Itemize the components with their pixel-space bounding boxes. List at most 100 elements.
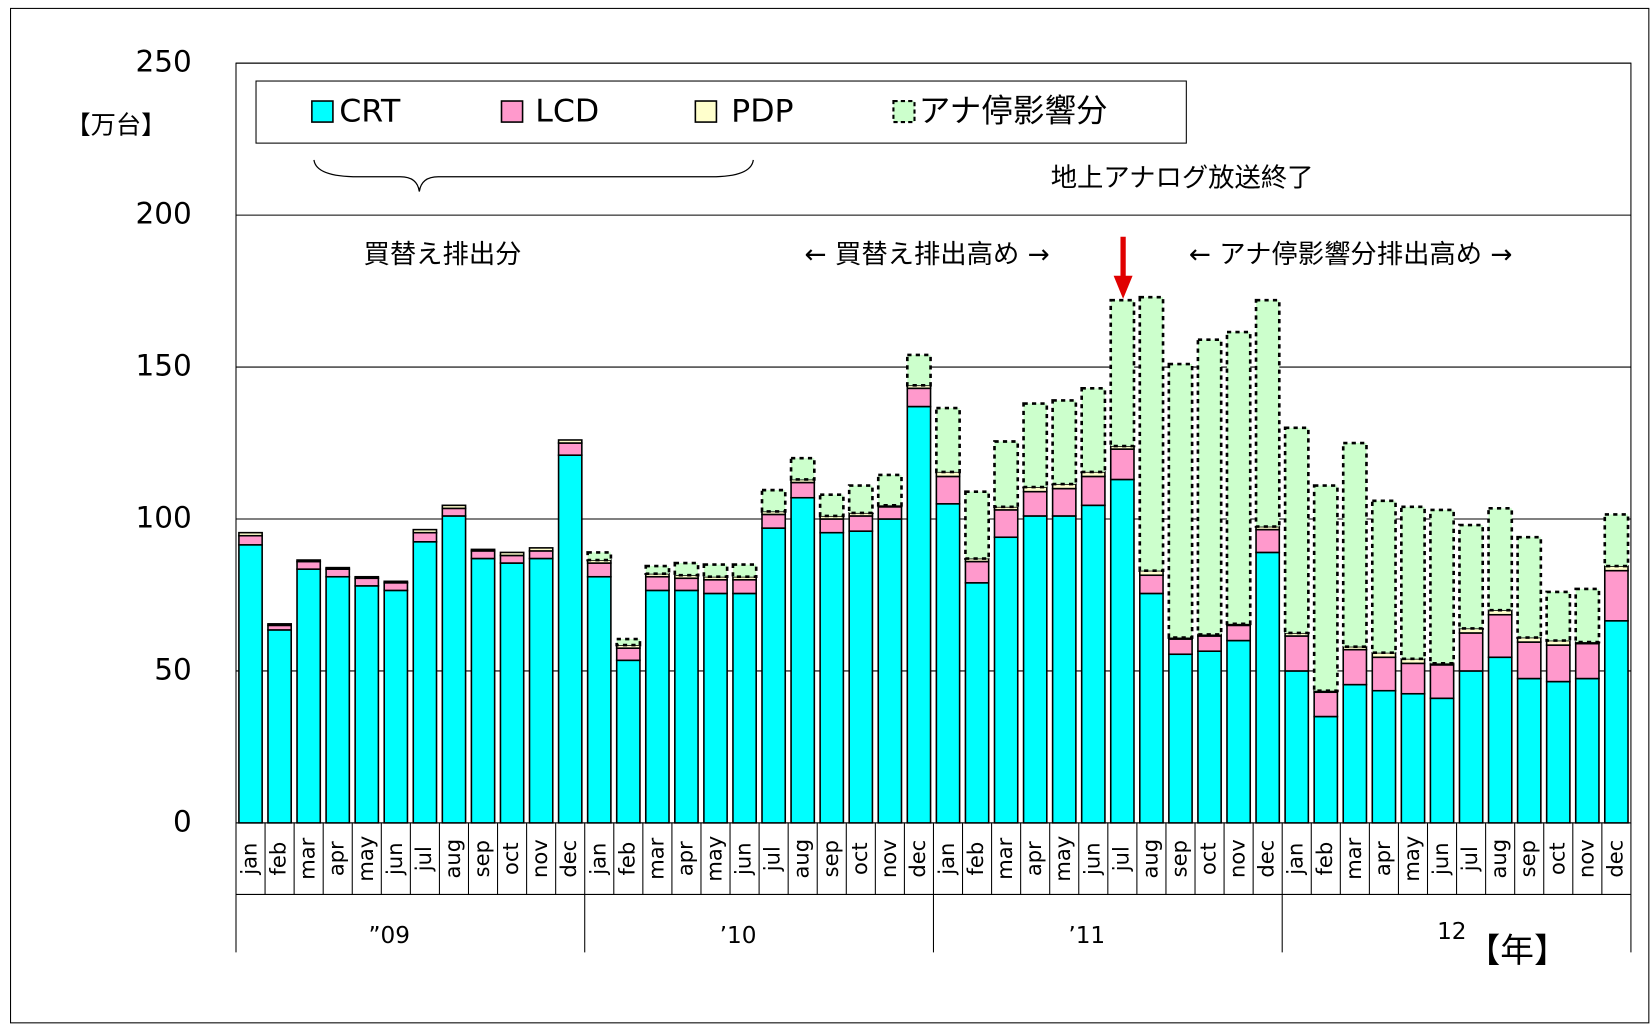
bar-segment [993, 536, 1019, 824]
x-tick-label: jun [1079, 842, 1104, 876]
bar-segment [790, 481, 816, 499]
bar-segment [877, 506, 903, 520]
annotation: ← 買替え排出高め → [805, 240, 1050, 270]
bar-segment [935, 503, 961, 824]
bar-segment [674, 577, 699, 592]
annotation: ← アナ停影響分排出高め → [1189, 240, 1513, 270]
x-tick-label: dec [556, 840, 581, 878]
x-tick-label: jul [1108, 846, 1133, 872]
bar-segment [1545, 590, 1572, 642]
bar-segment [470, 557, 496, 824]
bar-segment [761, 510, 787, 516]
bar-segment [383, 580, 409, 584]
bar-segment [441, 504, 467, 510]
bar-segment [644, 589, 670, 824]
x-tick-label: apr [1021, 841, 1046, 876]
bar-segment [383, 589, 409, 824]
bar-segment [412, 531, 438, 543]
x-tick-label: sep [1166, 840, 1191, 877]
bar-segment [1109, 478, 1135, 824]
x-tick-label: apr [672, 841, 697, 876]
bar-segment [528, 550, 554, 560]
x-tick-label: may [353, 836, 378, 882]
y-tick-label: 150 [135, 349, 191, 383]
x-tick-label: jul [1457, 846, 1482, 872]
bar-segment [1370, 499, 1397, 655]
bar-segment [296, 568, 322, 824]
bar-segment [1313, 691, 1339, 718]
bar-segment [354, 585, 380, 824]
bar-segment [935, 475, 961, 505]
bar-segment [1167, 362, 1194, 639]
bar-segment [1545, 644, 1571, 683]
legend-swatch [694, 100, 718, 123]
bar-segment [1051, 399, 1078, 486]
bar-segment [1080, 504, 1106, 824]
brace [313, 159, 754, 192]
x-tick-label: jul [411, 846, 436, 872]
x-tick-label: jul [760, 846, 785, 872]
bar-segment [1545, 680, 1571, 824]
x-tick-label: nov [1225, 839, 1250, 878]
bar-segment [1283, 426, 1310, 635]
bar-segment [354, 575, 380, 580]
bar-segment [1487, 656, 1513, 824]
bar-segment [1051, 487, 1077, 517]
bar-segment [1138, 295, 1165, 572]
bar-segment [790, 496, 816, 824]
bar-segment [1168, 653, 1193, 824]
bar-segment [296, 559, 322, 563]
bar-segment [267, 629, 293, 824]
bar-segment [644, 575, 670, 592]
bar-segment [1341, 441, 1368, 648]
legend-label: CRT [339, 94, 401, 130]
bar-segment [1400, 662, 1426, 695]
arrow-head [1113, 275, 1133, 299]
bar-segment [1284, 635, 1310, 672]
bar-segment [1603, 569, 1629, 622]
bar-segment [1196, 338, 1223, 636]
bar-segment [674, 574, 699, 580]
x-tick-label: jun [731, 842, 756, 876]
bar-segment [615, 659, 641, 824]
bar-segment [1574, 642, 1600, 680]
bar-segment [1458, 632, 1484, 672]
bar-segment [1022, 402, 1049, 489]
bar-segment [1516, 535, 1543, 639]
bar-segment [354, 577, 380, 587]
bar-segment [412, 528, 438, 534]
bar-segment [1226, 639, 1252, 824]
bar-segment [964, 582, 990, 824]
bar-segment [238, 544, 263, 824]
bar-segment [1603, 513, 1630, 568]
x-tick-label: dec [1602, 840, 1627, 878]
bar-segment [935, 471, 961, 478]
bar-segment [1371, 689, 1397, 824]
bar-segment [1487, 613, 1513, 659]
legend-label: アナ停影響分 [919, 94, 1108, 130]
bar-segment [935, 406, 961, 474]
annotation: 地上アナログ放送終了 [1051, 163, 1314, 193]
bar-segment [1516, 641, 1542, 680]
bar-segment [876, 473, 903, 507]
bar-segment [1487, 507, 1514, 612]
bar-segment [499, 551, 525, 557]
bar-segment [238, 531, 263, 537]
bar-segment [1574, 587, 1601, 644]
y-tick-label: 200 [135, 197, 191, 231]
x-tick-label: jun [382, 842, 407, 876]
bar-segment [964, 560, 990, 584]
x-unit: 【年】 [1467, 931, 1568, 970]
x-tick-label: mar [295, 837, 320, 879]
x-tick-label: aug [1486, 839, 1511, 879]
year-label: 12 [1437, 919, 1466, 945]
bar-segment [1284, 670, 1310, 824]
bar-segment [1371, 656, 1397, 692]
bar-segment [615, 644, 641, 649]
x-tick-label: apr [1370, 841, 1395, 876]
bar-segment [1429, 697, 1455, 824]
y-tick-label: 100 [135, 501, 191, 535]
bar-segment [877, 504, 903, 508]
bar-segment [703, 592, 728, 824]
bar-segment [993, 440, 1020, 509]
